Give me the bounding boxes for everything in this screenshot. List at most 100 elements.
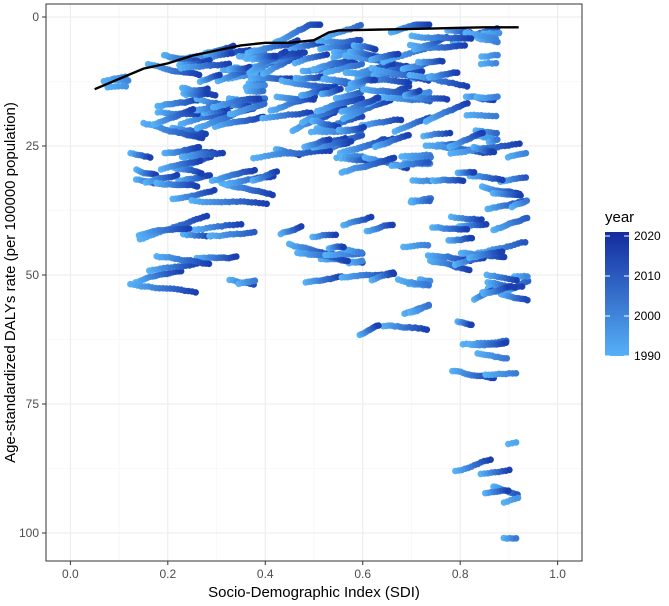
data-point: [425, 88, 433, 96]
data-point: [192, 289, 199, 296]
data-point: [374, 94, 382, 102]
data-point: [195, 71, 203, 79]
data-point: [514, 494, 522, 502]
legend-title: year: [605, 209, 634, 226]
data-point: [301, 49, 308, 56]
data-point: [146, 154, 154, 161]
data-point: [206, 172, 214, 179]
data-point: [443, 96, 451, 103]
x-tick-label: 0.2: [159, 567, 176, 581]
data-point: [372, 46, 379, 53]
data-point: [503, 355, 511, 362]
x-tick-label: 1.0: [549, 567, 566, 581]
data-point: [211, 186, 218, 194]
data-point: [416, 87, 423, 95]
data-point: [487, 456, 494, 464]
data-point: [506, 466, 513, 474]
data-point: [225, 60, 233, 68]
data-point: [470, 169, 478, 176]
data-point: [517, 192, 524, 199]
data-point: [198, 170, 205, 177]
y-tick-label: 0: [32, 10, 39, 24]
data-point: [513, 277, 520, 284]
x-axis-title: Socio-Demographic Index (SDI): [208, 584, 420, 601]
data-point: [524, 273, 531, 280]
legend-tick-label: 1990: [634, 349, 661, 363]
data-point: [397, 116, 405, 124]
y-tick-label: 50: [26, 268, 40, 282]
data-point: [358, 60, 366, 68]
data-point: [394, 50, 402, 58]
data-point: [261, 100, 268, 108]
data-point: [358, 249, 365, 256]
data-point: [356, 36, 364, 44]
data-point: [206, 57, 213, 64]
data-point: [326, 147, 334, 155]
data-point: [516, 140, 523, 147]
legend-tick-label: 2000: [634, 309, 661, 323]
data-point: [323, 51, 331, 58]
x-tick-label: 0.8: [452, 567, 469, 581]
data-point: [295, 49, 303, 57]
data-point: [425, 281, 432, 289]
data-point: [347, 138, 355, 145]
legend-ticks: 2020 2010 2000 1990: [605, 229, 661, 363]
data-point: [518, 283, 526, 290]
data-point: [185, 225, 193, 232]
data-point: [495, 29, 503, 37]
data-points: [100, 21, 532, 542]
data-point: [494, 51, 501, 59]
data-point: [461, 42, 469, 49]
data-point: [467, 35, 475, 42]
data-point: [189, 106, 197, 113]
x-tick-label: 0.6: [354, 567, 371, 581]
data-point: [298, 223, 305, 230]
data-point: [316, 21, 324, 29]
data-point: [205, 260, 213, 268]
data-point: [216, 71, 223, 79]
data-point: [219, 149, 226, 157]
data-point: [482, 221, 490, 228]
data-point: [424, 242, 432, 249]
data-point: [512, 370, 520, 377]
legend-tick-label: 2010: [634, 269, 661, 283]
data-point: [389, 61, 397, 69]
data-point: [228, 50, 235, 57]
data-point: [427, 154, 435, 161]
plot-panel-border: [45, 3, 583, 562]
data-point: [405, 131, 412, 139]
x-tick-label: 0.4: [257, 567, 274, 581]
data-point: [261, 81, 269, 89]
data-point: [499, 176, 506, 184]
data-point: [273, 168, 281, 175]
data-point: [310, 96, 317, 103]
data-point: [439, 58, 446, 65]
year-legend: year 2020 2010 2000 1990: [605, 209, 661, 363]
data-point: [263, 200, 271, 208]
data-point: [464, 100, 471, 107]
y-axis-title: Age-standardized DALYs rate (per 100000 …: [2, 102, 19, 463]
data-point: [521, 239, 529, 246]
data-point: [478, 216, 485, 223]
data-point: [233, 253, 240, 260]
data-point: [251, 228, 258, 236]
data-point: [251, 166, 258, 174]
data-point: [358, 113, 366, 120]
data-point: [492, 35, 500, 42]
data-point: [463, 226, 471, 233]
data-point: [367, 213, 375, 221]
data-point: [371, 76, 379, 84]
data-point: [357, 21, 365, 29]
data-point: [468, 234, 476, 242]
y-tick-label: 75: [26, 397, 40, 411]
x-tick-label: 0.0: [62, 567, 79, 581]
y-axis-ticks: 0 25 50 75 100: [19, 10, 46, 540]
data-point: [512, 439, 520, 446]
data-point: [282, 48, 289, 55]
data-point: [494, 93, 501, 100]
data-point: [389, 269, 397, 276]
data-point: [523, 197, 531, 204]
data-point: [389, 221, 396, 229]
data-point: [360, 123, 368, 131]
